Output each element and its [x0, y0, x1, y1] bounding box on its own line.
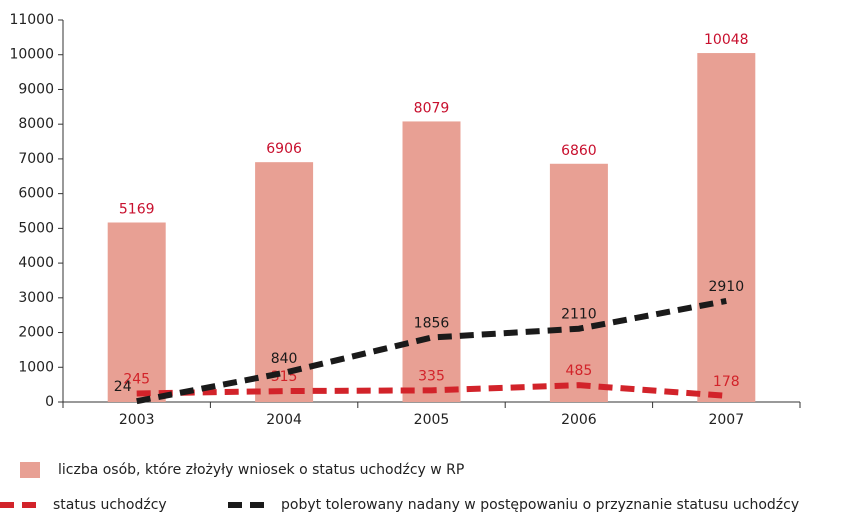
y-tick-label: 5000: [18, 220, 54, 236]
x-tick-label: 2007: [708, 412, 744, 428]
legend-label: pobyt tolerowany nadany w postępowaniu o…: [281, 497, 799, 513]
y-tick-label: 10000: [9, 47, 54, 63]
y-tick-label: 2000: [18, 325, 54, 341]
line-value-label: 335: [418, 368, 445, 384]
y-tick-label: 0: [45, 394, 54, 410]
line-value-label: 485: [566, 363, 593, 379]
line-value-label: 840: [271, 351, 298, 367]
x-tick-label: 2004: [266, 412, 302, 428]
line-value-label: 178: [713, 374, 740, 390]
y-tick-label: 4000: [18, 255, 54, 271]
y-tick-label: 11000: [9, 12, 54, 28]
y-tick-label: 3000: [18, 290, 54, 306]
y-tick-label: 7000: [18, 151, 54, 167]
line-value-label: 2110: [561, 307, 597, 323]
bar-value-label: 6906: [266, 141, 302, 157]
legend-label: liczba osób, które złożyły wniosek o sta…: [58, 462, 464, 478]
bar: [697, 53, 755, 402]
legend-swatch: [20, 462, 40, 478]
y-tick-label: 6000: [18, 186, 54, 202]
y-tick-label: 9000: [18, 81, 54, 97]
bar-value-label: 6860: [561, 143, 597, 159]
x-tick-label: 2003: [119, 412, 155, 428]
chart: 0 1000 2000 3000 4000 5000 6000 7000 8000 9000 100…: [0, 0, 843, 515]
bar-value-label: 10048: [704, 32, 749, 48]
bar-value-label: 8079: [414, 100, 450, 116]
line-value-label: 24: [114, 379, 132, 395]
page: {"chart_data": {"type": "bar", "categori…: [0, 0, 843, 519]
x-tick-label: 2005: [414, 412, 450, 428]
x-tick-label: 2006: [561, 412, 597, 428]
y-tick-label: 8000: [18, 116, 54, 132]
y-tick-label: 1000: [18, 359, 54, 375]
bar: [403, 121, 461, 402]
bar-value-label: 5169: [119, 201, 155, 217]
line-value-label: 2910: [708, 279, 744, 295]
line-value-label: 1856: [414, 316, 450, 332]
legend-label: status uchodźcy: [53, 497, 167, 513]
